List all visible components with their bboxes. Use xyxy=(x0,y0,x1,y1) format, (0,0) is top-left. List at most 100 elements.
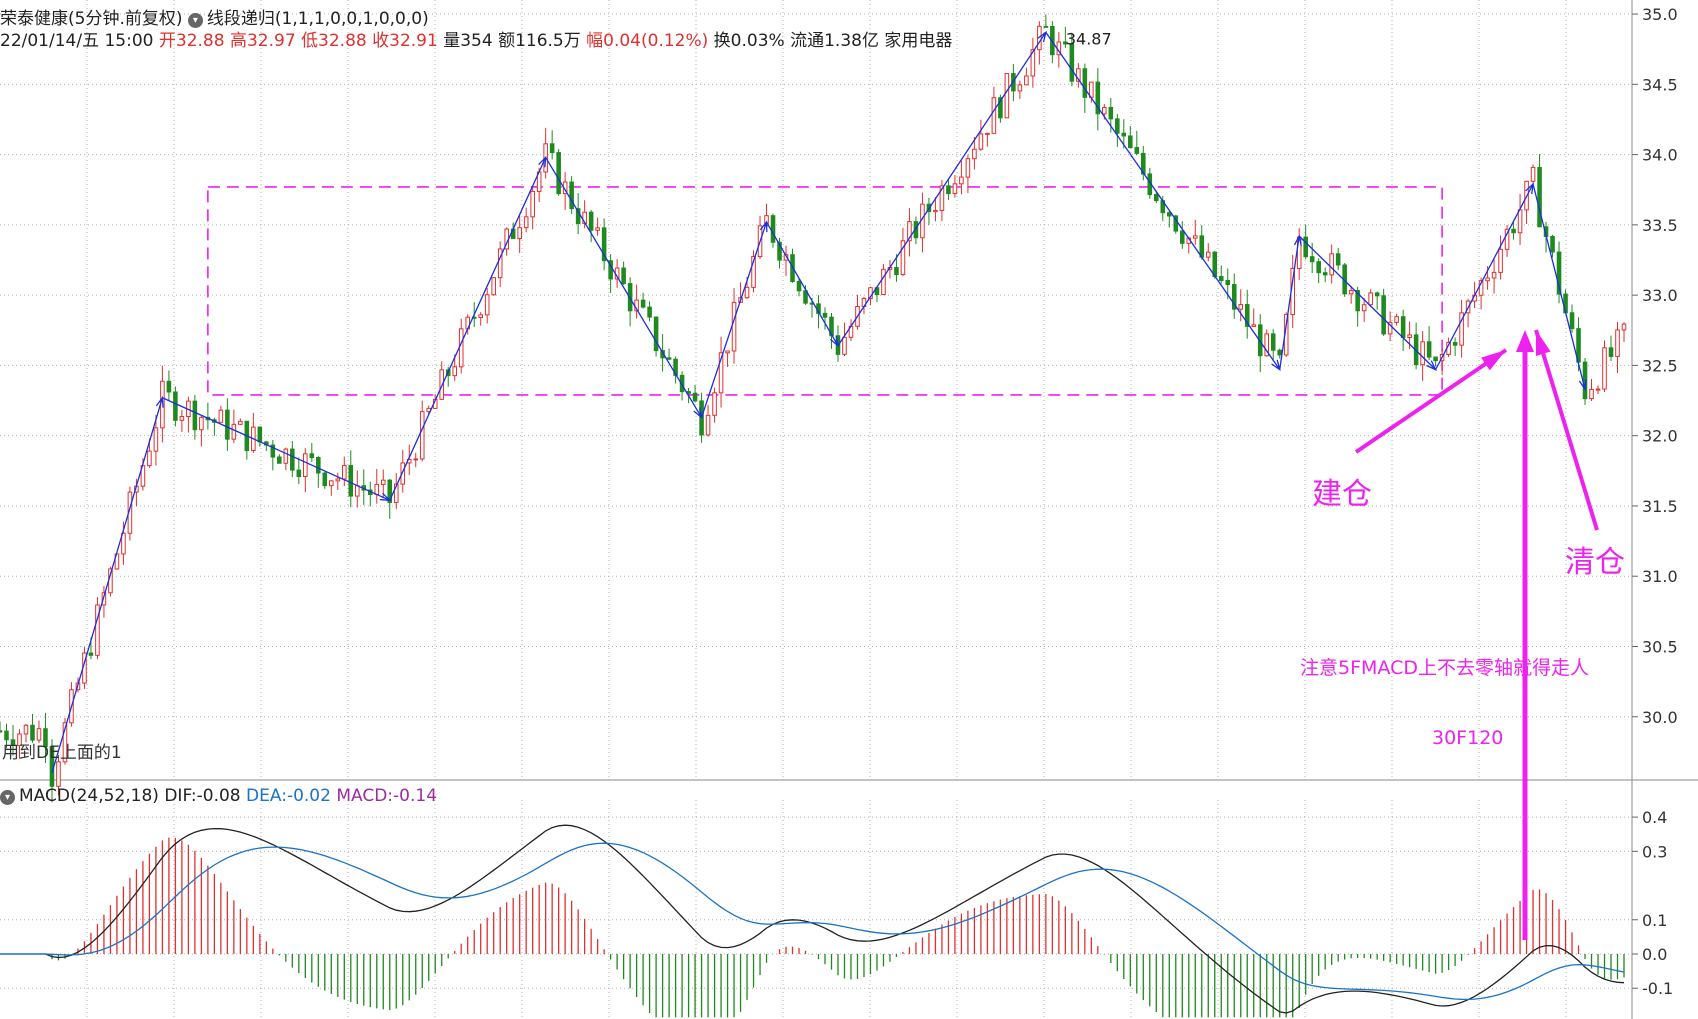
candle-body xyxy=(1615,329,1620,357)
candle-body xyxy=(1154,194,1159,202)
candle-body xyxy=(329,480,334,487)
candle-body xyxy=(1491,271,1497,279)
candle-body xyxy=(718,352,724,394)
candle-body xyxy=(4,730,9,741)
price-tick-label: 34.5 xyxy=(1642,75,1678,94)
stock-name[interactable]: 荣泰健康 xyxy=(0,9,68,29)
candle-body xyxy=(153,427,159,452)
segment-line xyxy=(51,397,164,774)
candle-body xyxy=(348,465,354,497)
macd-tick-label: 0.4 xyxy=(1642,808,1667,827)
candle-body xyxy=(712,392,717,416)
candle-body xyxy=(1218,276,1224,281)
sell-arrow-head xyxy=(1535,330,1551,356)
candle-body xyxy=(218,409,224,423)
candle-body xyxy=(1270,333,1276,351)
candle-body xyxy=(1381,295,1386,335)
candle-body xyxy=(199,416,204,431)
candle-body xyxy=(725,350,730,354)
candle-body xyxy=(1355,290,1360,312)
candle-body xyxy=(933,209,938,213)
candle-body xyxy=(1257,324,1263,357)
candle-body xyxy=(1192,235,1198,239)
segment-line xyxy=(1298,235,1437,371)
candle-body xyxy=(354,485,360,497)
volume-value: 354 xyxy=(460,31,493,51)
candle-body xyxy=(303,453,308,478)
segment-line xyxy=(545,157,703,418)
price-tick-label: 31.5 xyxy=(1642,497,1678,516)
candle-body xyxy=(238,420,243,425)
candle-body xyxy=(1361,304,1367,312)
price-axis: 35.0 34.5 34.0 33.5 33.0 32.5 32.0 31.5 31.0 30.5… xyxy=(1632,5,1678,998)
candle-body xyxy=(965,158,971,178)
dropdown-circle-icon[interactable]: ▾ xyxy=(187,13,203,28)
candle-body xyxy=(1024,75,1029,86)
candle-body xyxy=(393,483,399,503)
candle-body xyxy=(1374,292,1380,297)
candle-body xyxy=(166,380,172,393)
candle-body xyxy=(36,728,42,741)
candle-body xyxy=(1251,324,1257,327)
buy-arrow-head xyxy=(1481,350,1506,371)
note-label: 注意5FMACD上不去零轴就得走人 xyxy=(1300,657,1589,679)
segment-line xyxy=(765,221,839,347)
candle-body xyxy=(1238,304,1244,310)
candle-body xyxy=(1602,347,1607,390)
candle-body xyxy=(998,97,1003,119)
candle-body xyxy=(121,532,126,555)
candle-body xyxy=(744,286,750,299)
candle-body xyxy=(458,328,464,368)
candle-body xyxy=(62,722,68,763)
candle-body xyxy=(316,457,321,474)
candle-body xyxy=(309,453,315,459)
sector-label: 家用电器 xyxy=(884,31,953,51)
consolidation-zone xyxy=(207,186,1443,396)
segment-arrow xyxy=(693,407,703,420)
candle-body xyxy=(517,227,522,240)
title-bar: 荣泰健康(5分钟.前复权) ▾ 线段递归(1,1,1,0,0,1,0,0,0) xyxy=(0,4,429,29)
candlesticks xyxy=(0,14,1627,803)
candle-body xyxy=(913,221,919,239)
candle-body xyxy=(1277,349,1282,356)
candle-body xyxy=(1589,388,1594,400)
candle-body xyxy=(679,374,685,393)
candle-body xyxy=(595,227,600,231)
candle-body xyxy=(900,240,906,276)
candle-body xyxy=(1069,43,1075,82)
candle-body xyxy=(1108,107,1114,120)
amount-value: 116.5万 xyxy=(515,31,581,51)
price-tick-label: 35.0 xyxy=(1642,5,1678,24)
candle-body xyxy=(1426,341,1432,358)
zone-rect xyxy=(207,186,1443,396)
dea-value: -0.02 xyxy=(286,786,331,806)
candle-body xyxy=(1166,212,1172,217)
candle-body xyxy=(387,479,393,503)
candle-body xyxy=(556,152,561,195)
candle-body xyxy=(374,483,380,495)
candle-body xyxy=(17,733,22,747)
candle-body xyxy=(1316,261,1321,274)
candle-body xyxy=(1530,166,1536,182)
candle-body xyxy=(1303,236,1308,258)
price-tick-label: 34.0 xyxy=(1642,146,1678,165)
macd-lines xyxy=(0,824,1625,1014)
candle-body xyxy=(822,312,828,318)
candle-body xyxy=(673,358,678,376)
candle-body xyxy=(1387,321,1393,335)
candle-body xyxy=(1134,147,1140,154)
candle-body xyxy=(491,277,496,296)
candle-body xyxy=(1498,248,1503,273)
signal-vertical-head xyxy=(1516,330,1534,352)
tag-label: 30F120 xyxy=(1432,727,1503,749)
indicator-label[interactable]: 线段递归(1,1,1,0,0,1,0,0,0) xyxy=(206,9,429,29)
candle-body xyxy=(342,465,347,480)
macd-tick-label: 0.3 xyxy=(1642,842,1667,861)
candle-body xyxy=(283,448,289,464)
candle-body xyxy=(452,366,458,377)
candle-body xyxy=(1329,253,1334,276)
candle-body xyxy=(270,444,276,458)
dropdown-circle-icon[interactable]: ▾ xyxy=(0,790,15,805)
macd-title[interactable]: MACD(24,52,18) xyxy=(19,786,159,806)
